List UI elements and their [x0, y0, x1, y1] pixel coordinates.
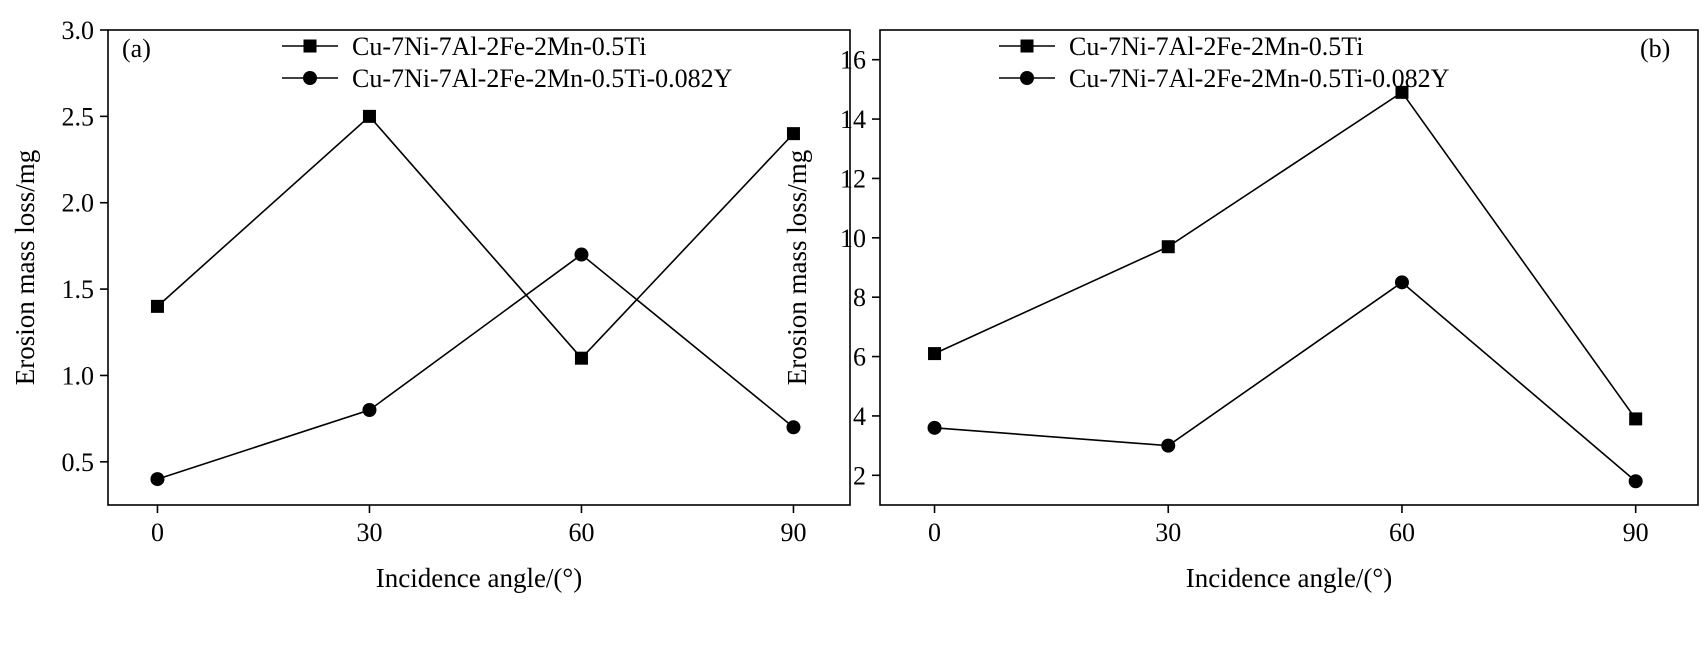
series-line	[157, 253, 794, 480]
plot-frame	[879, 29, 1699, 506]
series-line	[934, 91, 1637, 420]
x-tick-label: 60	[1389, 518, 1415, 547]
x-tick-label: 30	[356, 518, 382, 547]
y-tick-label: 2.5	[62, 102, 95, 131]
data-point-square	[362, 109, 376, 123]
x-tick-label: 0	[928, 518, 941, 547]
y-axis-title: Erosion mass loss/mg	[782, 150, 812, 386]
legend-label: Cu-7Ni-7Al-2Fe-2Mn-0.5Ti-0.082Y	[1069, 64, 1450, 93]
legend-marker-square	[1020, 39, 1034, 53]
legend-marker-circle	[1020, 71, 1034, 85]
panel-label: (a)	[122, 34, 151, 63]
x-tick-label: 30	[1155, 518, 1181, 547]
y-tick-label: 2.0	[62, 189, 95, 218]
data-point-square	[574, 351, 588, 365]
y-tick-label: 0.5	[62, 448, 95, 477]
y-tick-label: 12	[840, 164, 866, 193]
data-point-square	[1629, 412, 1643, 426]
data-point-circle	[927, 420, 942, 435]
legend-marker-square	[303, 39, 317, 53]
x-tick-label: 0	[151, 518, 164, 547]
y-tick-label: 4	[853, 402, 866, 431]
chart-panel-b: 0 30 60 90 2 4 6 8 10 12 14 16 Incidence angle/(°) Er…	[782, 29, 1699, 593]
data-point-square	[150, 299, 164, 313]
y-tick-label: 1.5	[62, 275, 95, 304]
plot-frame	[107, 29, 851, 506]
legend-marker-circle	[303, 71, 317, 85]
y-tick-label: 14	[840, 105, 866, 134]
data-point-square	[1161, 240, 1175, 254]
series-line	[156, 115, 795, 360]
data-point-square	[928, 347, 942, 361]
y-tick-label: 2	[853, 461, 866, 490]
y-tick-label: 16	[840, 46, 866, 75]
data-point-square	[786, 127, 800, 141]
y-tick-label: 6	[853, 343, 866, 372]
y-tick-label: 10	[840, 224, 866, 253]
data-point-circle	[150, 472, 165, 487]
data-point-circle	[786, 420, 801, 435]
chart-panel-a: 0 30 60 90 0.5 1.0 1.5 2.0 2.5 3.0 Incidence angle…	[10, 16, 851, 593]
legend-label: Cu-7Ni-7Al-2Fe-2Mn-0.5Ti	[1069, 32, 1363, 61]
y-axis-title: Erosion mass loss/mg	[10, 150, 40, 386]
data-point-circle	[1628, 474, 1643, 489]
data-point-circle	[574, 247, 589, 262]
y-tick-label: 8	[853, 283, 866, 312]
legend-label: Cu-7Ni-7Al-2Fe-2Mn-0.5Ti-0.082Y	[352, 64, 733, 93]
legend-label: Cu-7Ni-7Al-2Fe-2Mn-0.5Ti	[352, 32, 646, 61]
data-point-circle	[1394, 275, 1409, 290]
y-tick-label: 3.0	[62, 16, 95, 45]
x-axis-title: Incidence angle/(°)	[376, 563, 582, 593]
x-axis-title: Incidence angle/(°)	[1186, 563, 1392, 593]
panel-label: (b)	[1640, 34, 1670, 63]
series-line	[934, 281, 1637, 482]
x-tick-label: 90	[780, 518, 806, 547]
x-tick-label: 90	[1623, 518, 1649, 547]
x-tick-label: 60	[568, 518, 594, 547]
data-point-circle	[1161, 438, 1176, 453]
y-tick-label: 1.0	[62, 361, 95, 390]
data-point-square	[1395, 85, 1409, 99]
data-point-circle	[362, 403, 377, 417]
